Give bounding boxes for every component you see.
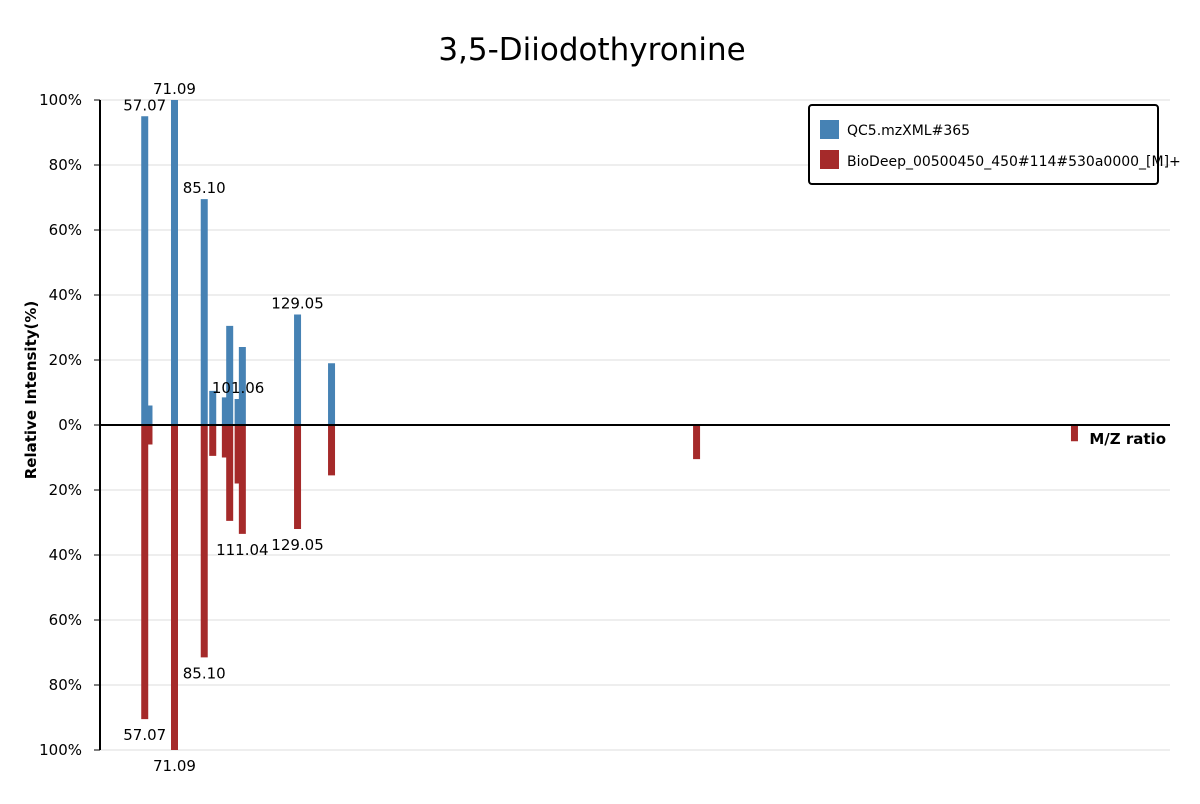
legend-label-biodeep: BioDeep_00500450_450#114#530a0000_[M]+: [847, 154, 1181, 170]
reference-peak-bar: [141, 425, 149, 720]
legend-swatch-biodeep: [820, 150, 839, 169]
y-tick-label: 20%: [49, 351, 82, 369]
x-axis-label: M/Z ratio: [1089, 430, 1166, 448]
bar-layer: [141, 100, 1078, 750]
reference-peak-label: 111.04: [216, 541, 269, 559]
legend-box: [808, 104, 1159, 185]
legend-label-qc5: QC5.mzXML#365: [847, 123, 970, 139]
y-tick-label: 100%: [39, 91, 82, 109]
axis-layer: [99, 100, 1170, 750]
reference-peak-bar: [328, 425, 336, 476]
reference-peak-bar: [693, 425, 701, 460]
query-peak-bar: [200, 199, 208, 425]
y-axis-label: Relative Intensity(%): [22, 301, 40, 480]
query-peak-bar: [141, 116, 149, 425]
reference-peak-bar: [170, 425, 178, 750]
y-tick-label: 40%: [49, 286, 82, 304]
reference-peak-label: 85.10: [183, 664, 226, 682]
reference-peak-bar: [200, 425, 208, 658]
query-peak-bar: [145, 405, 153, 425]
y-tick-label: 60%: [49, 221, 82, 239]
grid-layer: [100, 99, 1170, 751]
y-tick-label: 20%: [49, 481, 82, 499]
query-peak-bar: [170, 100, 178, 425]
reference-peak-bar: [1070, 425, 1078, 442]
y-tick-label: 80%: [49, 156, 82, 174]
y-tick-layer: 100% 80% 60% 40% 20% 0% 20% 40% 60% 80% 100%: [39, 91, 100, 759]
y-tick-label: 60%: [49, 611, 82, 629]
reference-peak-bar: [238, 425, 246, 534]
reference-peak-label: 71.09: [153, 757, 196, 775]
reference-peak-bar: [226, 425, 234, 521]
query-peak-bar: [234, 399, 242, 425]
query-peak-bar: [238, 347, 246, 425]
query-peak-label: 85.10: [183, 179, 226, 197]
peak-label-layer: 57.0771.0985.10101.06129.0557.0771.0985.…: [123, 80, 324, 775]
y-tick-label: 100%: [39, 741, 82, 759]
reference-peak-bar: [234, 425, 242, 484]
y-tick-label: 40%: [49, 546, 82, 564]
query-peak-bar: [221, 397, 229, 425]
query-peak-label: 101.06: [212, 379, 265, 397]
legend-swatch-qc5: [820, 120, 839, 139]
chart-title: 3,5-Diiodothyronine: [438, 32, 745, 68]
query-peak-label: 129.05: [271, 295, 324, 313]
query-peak-bar: [209, 390, 217, 425]
y-tick-label: 80%: [49, 676, 82, 694]
legend: QC5.mzXML#365 BioDeep_00500450_450#114#5…: [808, 104, 1181, 185]
y-tick-label: 0%: [58, 416, 82, 434]
reference-peak-label: 57.07: [123, 726, 166, 744]
reference-peak-label: 129.05: [271, 536, 324, 554]
reference-peak-bar: [294, 425, 302, 529]
query-peak-bar: [226, 325, 234, 425]
reference-peak-bar: [209, 425, 217, 456]
reference-peak-bar: [221, 425, 229, 458]
query-peak-label: 57.07: [123, 96, 166, 114]
query-peak-label: 71.09: [153, 80, 196, 98]
query-peak-bar: [328, 363, 336, 425]
reference-peak-bar: [145, 425, 153, 445]
query-peak-bar: [294, 314, 302, 425]
